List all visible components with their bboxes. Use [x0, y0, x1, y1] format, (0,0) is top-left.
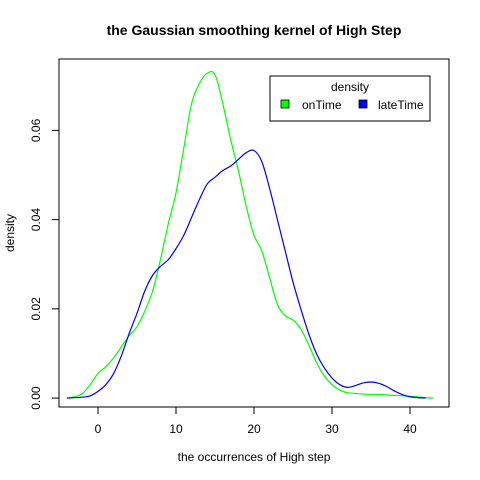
y-tick-label: 0.02 [29, 297, 43, 321]
legend-label-ontime: onTime [302, 98, 342, 112]
y-axis: 0.00 0.02 0.04 0.06 [29, 118, 60, 410]
legend-box [269, 75, 431, 122]
chart-title: the Gaussian smoothing kernel of High St… [107, 22, 402, 38]
legend-swatch-latetime [358, 99, 368, 109]
series-layer [66, 70, 434, 399]
x-axis-label: the occurrences of High step [178, 450, 331, 464]
legend-swatch-ontime [280, 99, 290, 109]
series-line-latetime [66, 149, 426, 399]
y-tick-label: 0.00 [29, 386, 43, 410]
y-tick-label: 0.06 [29, 118, 43, 142]
legend-title: density [331, 80, 369, 94]
legend-label-latetime: lateTime [378, 98, 424, 112]
x-tick-label: 40 [403, 422, 417, 436]
x-tick-label: 20 [247, 422, 261, 436]
series-line-ontime [66, 70, 434, 399]
legend: density onTime lateTime [269, 75, 431, 122]
x-tick-label: 10 [169, 422, 183, 436]
x-tick-label: 0 [95, 422, 102, 436]
y-axis-label: density [3, 214, 17, 252]
y-tick-label: 0.04 [29, 208, 43, 232]
x-axis: 0 10 20 30 40 [95, 406, 417, 436]
x-tick-label: 30 [325, 422, 339, 436]
